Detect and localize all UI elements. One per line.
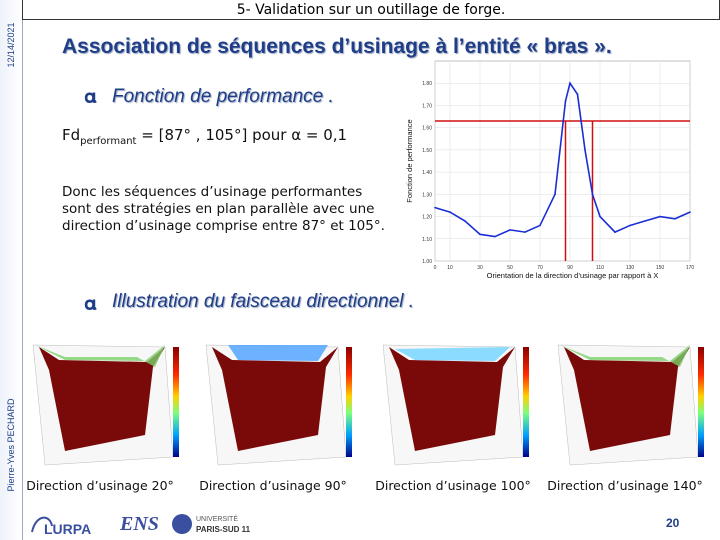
slide-header: 5- Validation sur un outillage de forge. xyxy=(22,0,720,20)
data-point xyxy=(576,93,579,96)
svg-text:UNIVERSITÉ: UNIVERSITÉ xyxy=(196,514,238,523)
x-tick-label: 0 xyxy=(434,265,437,271)
data-point xyxy=(584,149,586,151)
fd-prefix: Fd xyxy=(62,126,81,144)
y-tick-label: 1.80 xyxy=(422,81,432,87)
data-point xyxy=(479,233,481,236)
page-number: 20 xyxy=(666,516,680,530)
data-point xyxy=(449,211,451,213)
data-point xyxy=(539,224,541,227)
data-point xyxy=(569,82,571,85)
x-axis-label: Orientation de la direction d’usinage pa… xyxy=(487,271,659,280)
svg-text:PARIS-SUD 11: PARIS-SUD 11 xyxy=(196,525,251,534)
data-point xyxy=(629,224,631,227)
x-tick-label: 130 xyxy=(626,265,635,271)
y-axis-label: Fonction de performance xyxy=(405,119,414,202)
left-sidebar: 12/14/2021 Pierre-Yves PECHARD xyxy=(0,0,23,540)
data-point xyxy=(599,215,601,218)
y-tick-label: 1.60 xyxy=(422,126,432,132)
svg-text:LURPA: LURPA xyxy=(44,521,91,537)
bullet-icon: 𝛂 xyxy=(84,86,97,108)
data-point xyxy=(524,231,526,233)
data-point xyxy=(674,217,676,220)
bullet-performance: Fonction de performance . xyxy=(112,86,334,107)
caption-100: Direction d’usinage 100° xyxy=(375,478,531,493)
conclusion-paragraph: Donc les séquences d’usinage performante… xyxy=(62,184,385,234)
y-tick-label: 1.00 xyxy=(422,259,432,265)
section-title: 5- Validation sur un outillage de forge. xyxy=(236,1,506,18)
y-tick-label: 1.50 xyxy=(422,148,432,154)
svg-text:ENS: ENS xyxy=(119,513,159,535)
x-tick-label: 90 xyxy=(567,265,573,271)
fd-alpha: α xyxy=(291,126,302,144)
y-tick-label: 1.10 xyxy=(422,237,432,243)
performance-chart: 1.00 1.10 1.20 1.30 1.40 1.50 1.60 1.70 1.80 0 10 3… xyxy=(405,60,695,280)
y-tick-label: 1.30 xyxy=(422,192,432,198)
slide-title: Association de séquences d’usinage à l’e… xyxy=(62,35,612,58)
caption-90: Direction d’usinage 90° xyxy=(199,478,347,493)
data-point xyxy=(509,229,511,231)
slide-date: 12/14/2021 xyxy=(6,22,16,68)
x-tick-label: 70 xyxy=(537,265,543,271)
data-point xyxy=(494,235,496,238)
bullet-icon: 𝛂 xyxy=(84,293,97,315)
data-point xyxy=(554,193,556,196)
data-point xyxy=(689,211,691,213)
fd-subscript: performant xyxy=(80,136,137,147)
fd-formula: Fdperformant = [87° , 105°] pour α = 0,1 xyxy=(62,126,347,147)
fd-range: = [87° , 105°] pour xyxy=(136,126,292,144)
data-point xyxy=(614,231,616,233)
y-tick-label: 1.20 xyxy=(422,215,432,221)
institution-logos: LURPA ENS UNIVERSITÉ PARIS-SUD 11 xyxy=(31,513,251,537)
x-tick-label: 150 xyxy=(656,265,665,271)
x-tick-label: 10 xyxy=(447,265,453,271)
data-point xyxy=(644,220,646,222)
lurpa-logo: LURPA xyxy=(31,516,91,537)
direction-90-image xyxy=(198,335,363,470)
direction-140-image xyxy=(550,335,715,470)
x-tick-label: 30 xyxy=(477,265,483,271)
x-tick-label: 170 xyxy=(686,265,695,271)
direction-20-image xyxy=(25,335,190,470)
ens-logo: ENS xyxy=(119,513,159,535)
x-tick-label: 50 xyxy=(507,265,513,271)
fd-value: = 0,1 xyxy=(301,126,348,144)
direction-100-image xyxy=(375,335,540,470)
data-point xyxy=(591,193,594,196)
data-point xyxy=(659,215,661,218)
data-point xyxy=(564,100,567,102)
plot-area xyxy=(434,60,691,262)
x-tick-label: 110 xyxy=(596,265,604,271)
y-tick-label: 1.70 xyxy=(422,103,432,109)
data-point xyxy=(434,206,436,209)
paris-sud-logo: UNIVERSITÉ PARIS-SUD 11 xyxy=(172,514,251,534)
bullet-illustration: Illustration du faisceau directionnel . xyxy=(112,291,415,312)
y-tick-label: 1.40 xyxy=(422,170,432,176)
data-point xyxy=(464,220,466,222)
caption-20: Direction d’usinage 20° xyxy=(26,478,174,493)
caption-140: Direction d’usinage 140° xyxy=(547,478,703,493)
